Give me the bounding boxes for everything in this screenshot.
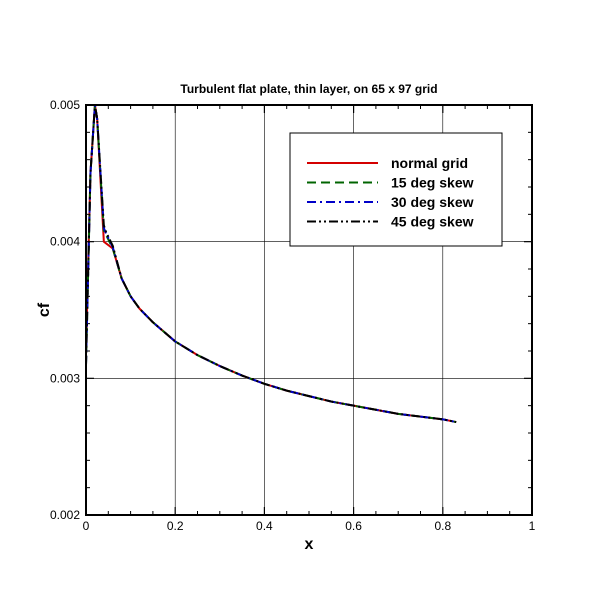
x-tick-label: 0.8 [434, 519, 451, 533]
series-line-4 [85, 104, 457, 424]
y-tick-label: 0.004 [50, 235, 80, 249]
x-tick-label: 0.6 [345, 519, 362, 533]
x-tick-label: 1 [529, 519, 536, 533]
plot-frame [85, 104, 533, 516]
x-tick-label: 0.2 [167, 519, 184, 533]
y-tick-label: 0.002 [50, 508, 80, 522]
y-tick-label: 0.005 [50, 98, 80, 112]
legend: normal grid 15 deg skew 30 deg skew 45 deg … [289, 132, 503, 247]
x-tick-label: 0 [83, 519, 90, 533]
series-layer [85, 104, 457, 424]
legend-label-2: 15 deg skew [391, 175, 474, 191]
legend-label-4: 45 deg skew [391, 214, 474, 230]
y-axis-label: cf [36, 302, 53, 317]
x-tick-label: 0.4 [256, 519, 273, 533]
tick-labels: 0 0.2 0.4 0.6 0.8 1 0.002 0.003 0.004 0.005 [50, 98, 536, 533]
chart-title: Turbulent flat plate, thin layer, on 65 … [180, 82, 437, 96]
x-axis-label: x [305, 536, 314, 553]
legend-label-3: 30 deg skew [391, 194, 474, 210]
legend-box [289, 132, 503, 247]
y-tick-label: 0.003 [50, 371, 80, 385]
legend-label-1: normal grid [391, 155, 468, 171]
